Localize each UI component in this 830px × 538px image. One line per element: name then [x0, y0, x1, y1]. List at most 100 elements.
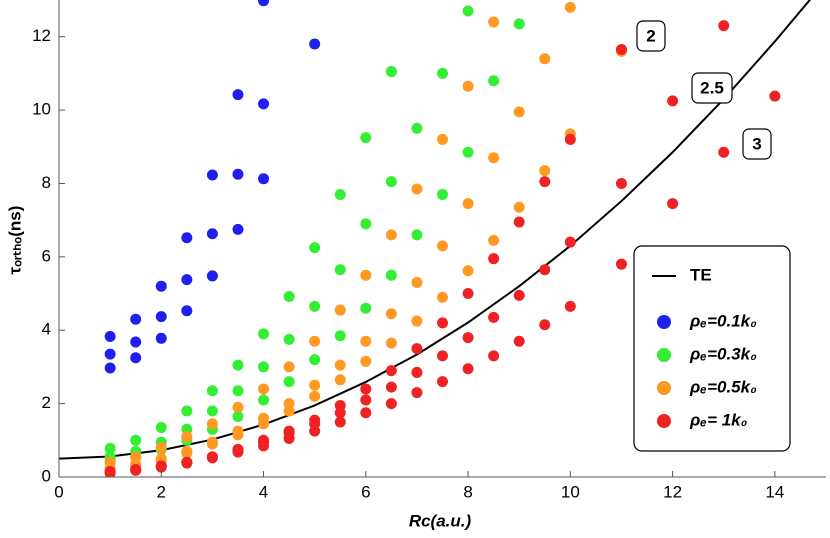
data-point: [155, 332, 167, 344]
data-point: [104, 348, 116, 360]
data-point: [539, 319, 551, 331]
data-point: [411, 277, 423, 289]
data-point: [334, 374, 346, 386]
x-tick-label: 2: [157, 482, 166, 501]
x-tick-label: 10: [561, 482, 580, 501]
data-point: [309, 300, 321, 312]
data-point: [667, 198, 679, 210]
data-point: [488, 234, 500, 246]
data-point: [155, 421, 167, 433]
data-point: [462, 80, 474, 92]
data-point: [360, 407, 372, 419]
data-point: [258, 361, 270, 373]
data-point: [334, 407, 346, 419]
data-point: [513, 335, 525, 347]
data-point: [385, 337, 397, 349]
data-point: [360, 335, 372, 347]
x-axis-label: Rc(a.u.): [409, 511, 472, 530]
legend-label: ρₑ= 1k₀: [689, 410, 748, 429]
legend-marker: [657, 348, 671, 362]
data-point: [283, 405, 295, 417]
data-point: [181, 405, 193, 417]
data-point: [539, 176, 551, 188]
data-point: [360, 355, 372, 367]
data-point: [283, 361, 295, 373]
legend-marker: [657, 315, 671, 329]
data-point: [385, 308, 397, 320]
data-point: [283, 376, 295, 388]
data-point: [206, 169, 218, 181]
data-point: [206, 385, 218, 397]
data-point: [181, 274, 193, 286]
data-point: [206, 452, 218, 464]
data-point: [130, 313, 142, 325]
data-point: [334, 264, 346, 276]
data-point: [462, 265, 474, 277]
legend-label: ρₑ=0.3k₀: [689, 344, 757, 363]
data-point: [283, 432, 295, 444]
annotation-box: [742, 128, 772, 160]
data-point: [181, 457, 193, 469]
data-point: [488, 350, 500, 362]
data-point: [155, 280, 167, 292]
data-point: [104, 362, 116, 374]
data-point: [104, 330, 116, 342]
data-point: [360, 269, 372, 281]
data-point: [155, 442, 167, 454]
data-point: [513, 289, 525, 301]
data-point: [718, 20, 730, 32]
data-point: [334, 359, 346, 371]
data-point: [462, 288, 474, 300]
data-point: [615, 258, 627, 270]
data-point: [258, 440, 270, 452]
data-point: [104, 467, 116, 477]
data-point: [206, 438, 218, 450]
legend-label: TE: [690, 265, 712, 284]
x-tick-label: 12: [663, 482, 682, 501]
data-point: [309, 242, 321, 254]
data-point: [258, 0, 270, 7]
data-point: [539, 264, 551, 276]
data-point: [437, 350, 448, 362]
data-point: [360, 218, 372, 230]
data-point: [667, 95, 679, 107]
data-point: [539, 53, 551, 65]
legend-marker: [657, 414, 671, 428]
y-tick-label: 2: [42, 393, 51, 412]
annotation: 3: [752, 134, 761, 153]
data-point: [411, 229, 423, 241]
y-tick-label: 4: [42, 320, 51, 339]
x-tick-label: 8: [463, 482, 472, 501]
data-point: [718, 146, 730, 158]
data-point: [615, 177, 627, 189]
data-point: [411, 183, 423, 195]
data-point: [206, 418, 218, 430]
data-point: [283, 333, 295, 345]
data-point: [564, 236, 576, 248]
data-point: [411, 122, 423, 134]
legend-marker: [657, 381, 671, 395]
data-point: [181, 431, 193, 443]
annotation: 2.5: [700, 78, 724, 97]
data-point: [385, 381, 397, 393]
data-point: [283, 290, 295, 302]
data-point: [130, 336, 142, 348]
data-point: [258, 383, 270, 395]
data-point: [232, 385, 244, 397]
data-point: [334, 330, 346, 342]
data-point: [411, 315, 423, 327]
data-point: [334, 188, 346, 200]
data-point: [181, 232, 193, 244]
annotation-box: [691, 72, 733, 104]
data-point: [513, 216, 525, 228]
x-tick-label: 0: [54, 482, 63, 501]
data-point: [206, 228, 218, 240]
data-point: [258, 173, 270, 185]
y-axis-label: τₒᵣₜₕₒ(ns): [5, 206, 24, 275]
plot-area: [59, 0, 812, 477]
data-point: [130, 464, 142, 476]
annotation-box: [636, 20, 666, 52]
data-point: [309, 390, 321, 402]
